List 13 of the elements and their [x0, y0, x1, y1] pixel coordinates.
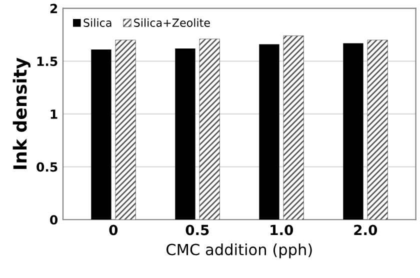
x-tick-label: 0: [109, 224, 118, 236]
legend-label: Silica: [84, 18, 112, 27]
y-tick-label: 2: [50, 4, 58, 14]
y-tick-label: 1.5: [37, 56, 58, 66]
y-tick-label: 0: [50, 215, 58, 225]
y-tick-label: 1: [50, 110, 58, 119]
x-tick-label: 1.0: [270, 224, 294, 236]
x-tick-label: 0.5: [186, 224, 209, 236]
x-tick-label: 2.0: [354, 224, 378, 236]
x-axis-title: CMC addition (pph): [166, 243, 312, 258]
legend-label: Silica+Zeolite: [134, 18, 210, 27]
y-tick-label: 0.5: [36, 162, 58, 172]
y-axis-title: Ink density: [12, 58, 30, 169]
